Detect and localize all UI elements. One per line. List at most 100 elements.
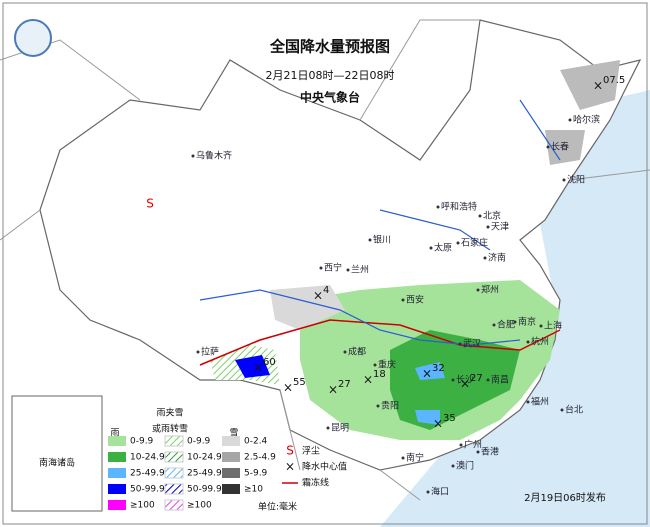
legend-label: 浮尘 bbox=[302, 445, 320, 457]
city-dot bbox=[373, 363, 377, 367]
legend-title: 雨夹雪 bbox=[156, 407, 183, 419]
legend-swatch bbox=[164, 467, 184, 479]
legend-symbol: S bbox=[286, 444, 294, 458]
city-dot bbox=[486, 378, 490, 382]
city-label: 上海 bbox=[544, 320, 562, 332]
frost-line bbox=[199, 319, 561, 366]
period: 2月21日08时—22日08时 bbox=[266, 69, 395, 82]
city-dot bbox=[319, 266, 323, 270]
rain-moderate bbox=[390, 330, 520, 430]
city-label: 兰州 bbox=[351, 264, 369, 276]
legend-label: 降水中心值 bbox=[302, 461, 347, 473]
city-dot bbox=[513, 320, 517, 324]
city-label: 北京 bbox=[483, 210, 501, 222]
center-symbol: × bbox=[593, 79, 603, 93]
city-dot bbox=[476, 288, 480, 292]
city-dot bbox=[483, 256, 487, 260]
city-dot bbox=[343, 350, 347, 354]
city-dot bbox=[526, 340, 530, 344]
city-dot bbox=[546, 145, 550, 149]
city-label: 昆明 bbox=[331, 423, 349, 434]
legend-label: 50-99.9 bbox=[187, 485, 222, 495]
city-dot bbox=[560, 408, 564, 412]
city-dot bbox=[426, 490, 430, 494]
city-dot bbox=[458, 342, 462, 346]
city-label: 海口 bbox=[431, 486, 449, 498]
center-value: 27 bbox=[338, 379, 351, 390]
city-dot bbox=[429, 246, 433, 250]
legend-swatch bbox=[222, 468, 240, 478]
legend-symbol: × bbox=[285, 460, 295, 474]
city-dot bbox=[346, 268, 350, 272]
city-dot bbox=[526, 400, 530, 404]
legend-label: 0-9.9 bbox=[187, 437, 211, 447]
center-symbol: × bbox=[363, 373, 373, 387]
city-dot bbox=[568, 118, 572, 122]
city-dot bbox=[401, 298, 405, 302]
city-dot bbox=[459, 443, 463, 447]
center-value: 07.5 bbox=[603, 75, 625, 86]
legend-label: 2.5-4.9 bbox=[244, 453, 276, 463]
city-dot bbox=[191, 154, 195, 158]
neighbor-borders bbox=[0, 19, 650, 501]
city-dot bbox=[486, 225, 490, 229]
legend-swatch bbox=[222, 436, 240, 446]
legend-label: ≥100 bbox=[130, 501, 155, 511]
center-value: 18 bbox=[373, 369, 386, 380]
center-value: 4 bbox=[323, 285, 329, 296]
legend-swatch bbox=[222, 452, 240, 462]
city-label: 香港 bbox=[481, 446, 499, 458]
city-label: 贵阳 bbox=[381, 400, 399, 412]
legend-label: 5-9.9 bbox=[244, 469, 268, 479]
legend-label: 25-49.9 bbox=[187, 469, 222, 479]
legend-swatch bbox=[164, 451, 184, 463]
legend-label: 霜冻线 bbox=[302, 477, 329, 489]
city-dot bbox=[562, 178, 566, 182]
center-symbol: × bbox=[328, 383, 338, 397]
legend: 雨 雨夹雪 或雨转雪 雪 S 浮尘 × 降水中心值 霜冻线 单位:毫米 0-9.… bbox=[108, 407, 347, 513]
legend-swatch bbox=[108, 484, 126, 494]
city-label: 拉萨 bbox=[201, 346, 219, 358]
legend-swatch bbox=[108, 436, 126, 446]
legend-swatch bbox=[164, 435, 184, 447]
city-label: 杭州 bbox=[531, 336, 549, 348]
rain-torrential bbox=[235, 355, 270, 378]
center-symbol: × bbox=[422, 367, 432, 381]
city-label: 长春 bbox=[551, 141, 569, 153]
legend-swatch bbox=[108, 500, 126, 510]
snow-areas-northeast bbox=[545, 60, 620, 165]
city-label: 银川 bbox=[373, 234, 391, 246]
legend-label: 0-2.4 bbox=[244, 437, 268, 447]
city-dot bbox=[476, 450, 480, 454]
city-dot bbox=[492, 323, 496, 327]
city-dot bbox=[539, 324, 543, 328]
city-dot bbox=[436, 205, 440, 209]
city-label: 哈尔滨 bbox=[573, 114, 600, 126]
center-symbol: × bbox=[313, 289, 323, 303]
center-value: 27 bbox=[470, 373, 483, 384]
dust-mark: S bbox=[146, 197, 154, 211]
city-label: 天津 bbox=[491, 222, 509, 233]
legend-label: ≥10 bbox=[244, 485, 263, 495]
center-symbol: × bbox=[433, 417, 443, 431]
city-label: 福州 bbox=[531, 396, 549, 408]
city-dot bbox=[451, 464, 455, 468]
city-label: 呼和浩特 bbox=[441, 201, 477, 213]
city-label: 广州 bbox=[464, 439, 482, 451]
city-label: 沈阳 bbox=[567, 174, 585, 186]
city-label: 台北 bbox=[565, 404, 583, 416]
snow-light bbox=[270, 285, 345, 330]
city-label: 南京 bbox=[518, 316, 536, 328]
legend-label: 10-24.9 bbox=[130, 453, 165, 463]
rain-heavy bbox=[415, 362, 445, 425]
center-symbol: × bbox=[253, 361, 263, 375]
city-label: 武汉 bbox=[463, 338, 481, 350]
issuer: 中央气象台 bbox=[300, 90, 360, 105]
city-dot bbox=[196, 350, 200, 354]
city-dot bbox=[451, 378, 455, 382]
city-label: 南昌 bbox=[491, 374, 509, 386]
center-symbol: × bbox=[460, 377, 470, 391]
city-dot bbox=[368, 238, 372, 242]
center-symbol: × bbox=[283, 381, 293, 395]
